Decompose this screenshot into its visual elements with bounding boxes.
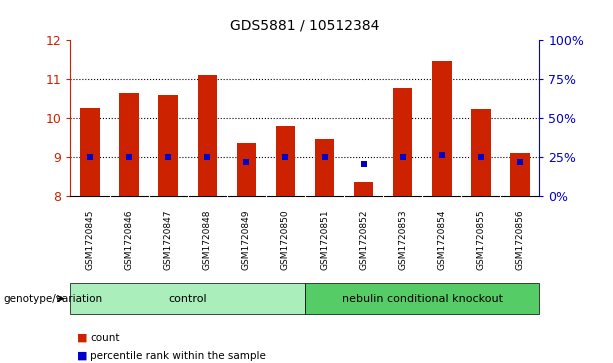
Text: GSM1720848: GSM1720848 — [203, 209, 211, 270]
Bar — [314, 139, 334, 196]
Bar — [237, 143, 256, 196]
Text: genotype/variation: genotype/variation — [3, 294, 102, 303]
Bar — [432, 61, 452, 196]
Text: percentile rank within the sample: percentile rank within the sample — [90, 351, 266, 361]
Text: GSM1720853: GSM1720853 — [398, 209, 407, 270]
Bar — [80, 108, 100, 196]
Bar — [120, 93, 139, 196]
Text: ■: ■ — [77, 351, 87, 361]
Bar — [197, 75, 217, 196]
Text: GSM1720847: GSM1720847 — [164, 209, 173, 270]
Bar — [510, 153, 530, 196]
Text: GSM1720845: GSM1720845 — [86, 209, 94, 270]
Text: ■: ■ — [77, 333, 87, 343]
Text: count: count — [90, 333, 120, 343]
Text: GSM1720856: GSM1720856 — [516, 209, 524, 270]
Text: GSM1720855: GSM1720855 — [476, 209, 485, 270]
Bar — [471, 109, 490, 196]
Bar — [393, 87, 413, 196]
Bar — [158, 95, 178, 196]
Bar — [354, 182, 373, 196]
Text: GSM1720849: GSM1720849 — [242, 209, 251, 270]
Bar — [305, 283, 539, 314]
Text: GSM1720850: GSM1720850 — [281, 209, 290, 270]
Bar — [276, 126, 295, 196]
Text: control: control — [169, 294, 207, 303]
Text: GSM1720852: GSM1720852 — [359, 209, 368, 270]
Text: GSM1720851: GSM1720851 — [320, 209, 329, 270]
Text: nebulin conditional knockout: nebulin conditional knockout — [341, 294, 503, 303]
Bar — [70, 283, 305, 314]
Text: GSM1720854: GSM1720854 — [437, 209, 446, 270]
Text: GDS5881 / 10512384: GDS5881 / 10512384 — [230, 19, 379, 33]
Text: GSM1720846: GSM1720846 — [124, 209, 134, 270]
